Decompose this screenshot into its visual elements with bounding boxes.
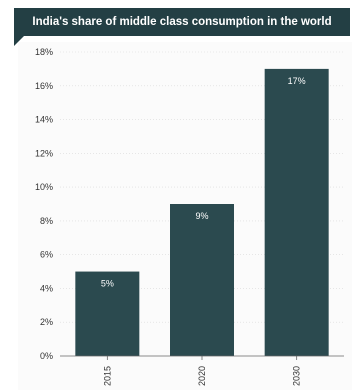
- chart-title: India's share of middle class consumptio…: [32, 16, 332, 28]
- x-tick-label: 2015: [102, 366, 112, 386]
- y-tick-label: 0%: [40, 351, 53, 361]
- y-axis-ticks: 0% 2% 4% 6% 8% 10% 12% 14% 16% 18%: [35, 47, 53, 361]
- data-labels: 5% 9% 17%: [101, 76, 306, 289]
- x-tick-label: 2020: [197, 366, 207, 386]
- x-axis-ticks: 2015 2020 2030: [102, 356, 302, 386]
- y-tick-label: 16%: [35, 81, 53, 91]
- y-tick-label: 14%: [35, 115, 53, 125]
- data-label: 17%: [288, 76, 306, 86]
- y-tick-label: 4%: [40, 283, 53, 293]
- title-notch: [14, 36, 24, 46]
- x-tick-label: 2030: [292, 366, 302, 386]
- y-tick-label: 6%: [40, 250, 53, 260]
- bar: [264, 68, 329, 356]
- data-label: 9%: [195, 211, 208, 221]
- bar: [170, 204, 234, 356]
- bar: [75, 271, 140, 356]
- bars: [75, 68, 329, 356]
- y-tick-label: 8%: [40, 216, 53, 226]
- y-tick-label: 12%: [35, 148, 53, 158]
- chart-title-bar: India's share of middle class consumptio…: [14, 8, 350, 36]
- y-tick-label: 2%: [40, 317, 53, 327]
- y-tick-label: 18%: [35, 47, 53, 57]
- data-label: 5%: [101, 279, 114, 289]
- y-tick-label: 10%: [35, 182, 53, 192]
